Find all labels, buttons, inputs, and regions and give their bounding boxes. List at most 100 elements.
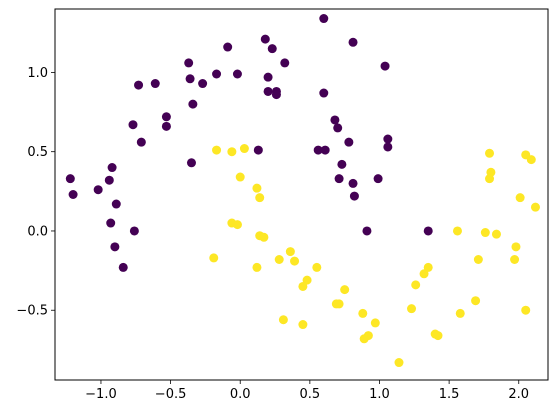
scatter-point-class-0	[186, 158, 196, 168]
x-tick-label: 1.0	[369, 387, 390, 402]
scatter-point-class-0	[253, 145, 263, 155]
x-tick-label: −1.0	[85, 387, 117, 402]
points-layer	[65, 14, 540, 368]
scatter-point-class-0	[349, 191, 359, 201]
scatter-point-class-0	[232, 69, 242, 79]
scatter-point-class-0	[107, 163, 117, 173]
scatter-point-class-1	[255, 193, 265, 203]
scatter-point-class-0	[263, 86, 273, 96]
scatter-point-class-1	[491, 229, 501, 239]
scatter-point-class-0	[128, 120, 138, 130]
scatter-point-class-0	[93, 185, 103, 195]
scatter-point-class-1	[298, 320, 308, 330]
y-tick-label: 1.0	[27, 66, 48, 81]
scatter-point-class-1	[359, 334, 369, 344]
scatter-point-class-1	[209, 253, 219, 263]
scatter-point-class-1	[331, 299, 341, 309]
scatter-point-class-1	[312, 262, 322, 272]
y-tick-label: −0.5	[16, 304, 48, 319]
scatter-point-class-0	[198, 79, 208, 89]
scatter-point-class-1	[455, 308, 465, 318]
scatter-point-class-0	[136, 137, 146, 147]
scatter-point-class-0	[223, 42, 233, 52]
scatter-point-class-0	[161, 112, 171, 122]
scatter-point-class-1	[480, 228, 490, 238]
scatter-point-class-0	[383, 142, 393, 152]
scatter-point-class-1	[485, 174, 495, 184]
scatter-point-class-0	[188, 99, 198, 109]
scatter-point-class-1	[452, 226, 462, 236]
scatter-point-class-1	[526, 155, 536, 165]
scatter-point-class-1	[515, 193, 525, 203]
scatter-point-class-1	[232, 220, 242, 230]
scatter-point-class-0	[423, 226, 433, 236]
scatter-point-class-0	[333, 123, 343, 133]
scatter-point-class-1	[433, 331, 443, 341]
scatter-point-class-0	[110, 242, 120, 252]
scatter-point-class-0	[280, 58, 290, 68]
scatter-point-class-0	[134, 80, 144, 90]
scatter-point-class-0	[65, 174, 75, 184]
scatter-point-class-0	[320, 145, 330, 155]
scatter-point-class-1	[259, 232, 269, 242]
scatter-point-class-1	[252, 262, 262, 272]
scatter-point-class-1	[212, 145, 222, 155]
scatter-point-class-1	[511, 242, 521, 252]
scatter-point-class-0	[319, 14, 329, 24]
scatter-point-class-0	[337, 159, 347, 169]
scatter-point-class-1	[290, 256, 300, 266]
scatter-point-class-1	[235, 172, 245, 182]
scatter-point-class-0	[319, 88, 329, 98]
scatter-point-class-0	[263, 72, 273, 82]
scatter-point-class-0	[185, 74, 195, 84]
x-tick-label: 0.5	[300, 387, 321, 402]
scatter-point-class-0	[383, 134, 393, 144]
x-tick-label: 1.5	[439, 387, 460, 402]
scatter-point-class-0	[260, 34, 270, 44]
y-tick-label: 0.0	[27, 224, 48, 239]
plot-area-background	[55, 9, 548, 380]
scatter-point-class-0	[330, 115, 340, 125]
scatter-point-class-1	[411, 280, 421, 290]
scatter-point-class-1	[358, 308, 368, 318]
scatter-point-class-0	[68, 190, 78, 199]
scatter-point-class-0	[161, 121, 171, 131]
y-tick-label: 0.5	[27, 145, 48, 160]
x-tick-label: 2.0	[508, 387, 529, 402]
scatter-point-class-1	[419, 269, 429, 279]
scatter-point-class-0	[313, 145, 323, 155]
scatter-point-class-1	[340, 285, 350, 295]
scatter-point-class-1	[473, 255, 483, 264]
scatter-point-class-0	[348, 178, 358, 188]
scatter-point-class-1	[370, 318, 380, 328]
scatter-point-class-1	[274, 255, 284, 264]
scatter-point-class-0	[334, 174, 344, 184]
scatter-point-class-0	[267, 44, 277, 54]
scatter-point-class-1	[471, 296, 481, 306]
scatter-point-class-1	[239, 144, 249, 154]
scatter-point-class-1	[394, 358, 404, 368]
x-tick-label: 0.0	[230, 387, 251, 402]
scatter-point-class-1	[485, 148, 495, 158]
plot-frame	[54, 8, 549, 381]
scatter-point-class-0	[184, 58, 194, 68]
scatter-point-class-0	[212, 69, 222, 79]
ticks-layer: −1.0 −0.5 0.0 0.5 1.0 1.5 2.0 −0.5 0.0 0.5 1.0	[16, 66, 529, 402]
scatter-point-class-1	[407, 304, 417, 314]
scatter-point-class-0	[362, 226, 372, 236]
x-tick-label: −0.5	[155, 387, 187, 402]
scatter-point-class-1	[530, 202, 540, 212]
scatter-point-class-0	[271, 90, 281, 100]
scatter-point-class-1	[510, 255, 520, 264]
scatter-point-class-1	[521, 305, 531, 315]
scatter-point-class-0	[348, 37, 358, 47]
scatter-point-class-0	[373, 174, 383, 184]
scatter-point-class-0	[118, 262, 128, 272]
scatter-point-class-1	[423, 262, 433, 272]
scatter-point-class-1	[298, 281, 308, 291]
scatter-point-class-1	[227, 147, 237, 157]
scatter-point-class-0	[111, 199, 121, 209]
scatter-point-class-1	[252, 183, 262, 193]
